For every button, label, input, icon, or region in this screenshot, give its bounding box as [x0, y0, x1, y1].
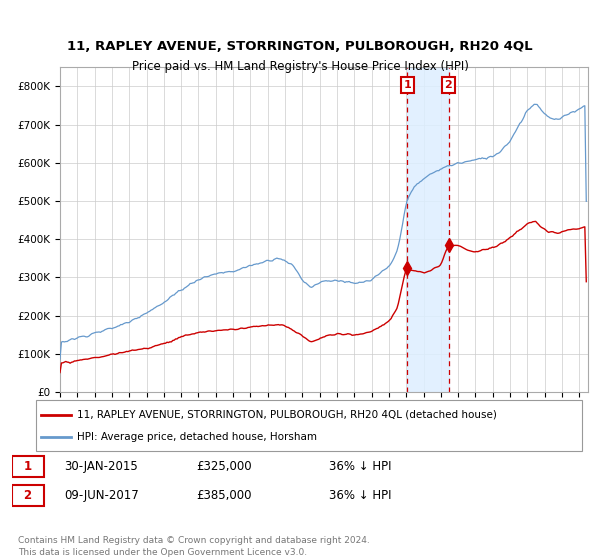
Text: 2: 2: [445, 80, 452, 90]
Text: HPI: Average price, detached house, Horsham: HPI: Average price, detached house, Hors…: [77, 432, 317, 442]
Text: 1: 1: [404, 80, 412, 90]
FancyBboxPatch shape: [36, 400, 582, 451]
Text: 36% ↓ HPI: 36% ↓ HPI: [329, 489, 391, 502]
Text: 2: 2: [23, 489, 32, 502]
Text: 1: 1: [23, 460, 32, 473]
Text: 36% ↓ HPI: 36% ↓ HPI: [329, 460, 391, 473]
Text: £385,000: £385,000: [196, 489, 252, 502]
Text: 11, RAPLEY AVENUE, STORRINGTON, PULBOROUGH, RH20 4QL: 11, RAPLEY AVENUE, STORRINGTON, PULBOROU…: [67, 40, 533, 53]
Text: 30-JAN-2015: 30-JAN-2015: [64, 460, 137, 473]
Text: Price paid vs. HM Land Registry's House Price Index (HPI): Price paid vs. HM Land Registry's House …: [131, 60, 469, 73]
Text: Contains HM Land Registry data © Crown copyright and database right 2024.
This d: Contains HM Land Registry data © Crown c…: [18, 536, 370, 557]
FancyBboxPatch shape: [12, 456, 44, 477]
Bar: [407, 67, 449, 392]
Text: 09-JUN-2017: 09-JUN-2017: [64, 489, 139, 502]
FancyBboxPatch shape: [12, 485, 44, 506]
Text: £325,000: £325,000: [196, 460, 252, 473]
Text: 11, RAPLEY AVENUE, STORRINGTON, PULBOROUGH, RH20 4QL (detached house): 11, RAPLEY AVENUE, STORRINGTON, PULBOROU…: [77, 409, 497, 419]
